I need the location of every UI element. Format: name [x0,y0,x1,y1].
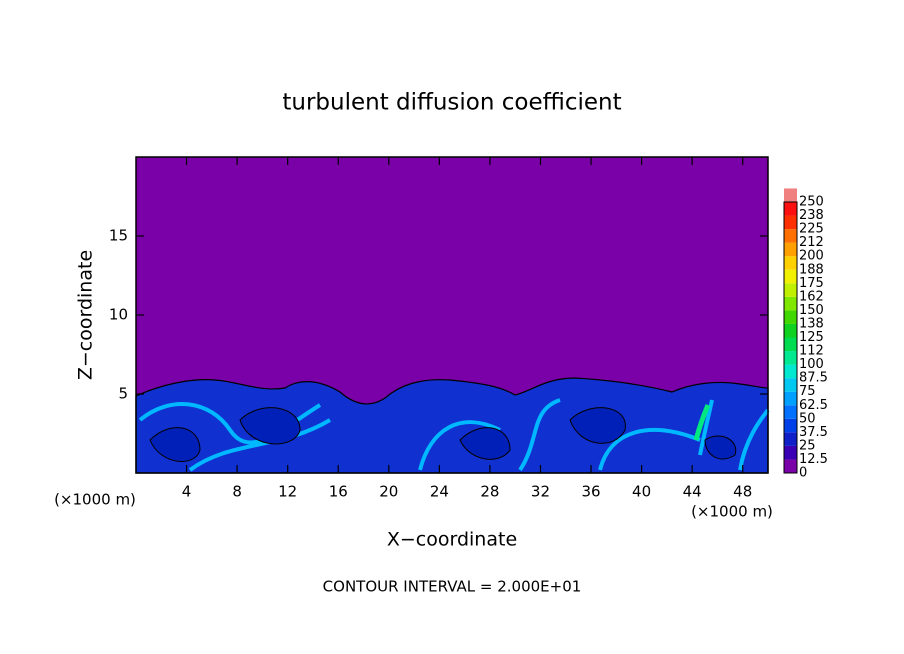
colorbar-label: 175 [799,276,824,291]
colorbar-label: 12.5 [799,452,828,467]
colorbar-label: 87.5 [799,371,828,386]
chart-title: turbulent diffusion coefficient [282,90,621,116]
colorbar-band [784,215,797,230]
colorbar-band [784,256,797,270]
colorbar-label: 100 [799,357,824,372]
x-tick-label: 4 [182,483,192,501]
colorbar-band [784,269,797,284]
colorbar-band [784,418,797,433]
colorbar-frame [783,201,798,474]
colorbar-band [784,432,797,446]
x-tick-label: 8 [232,483,242,501]
contour-field [135,157,770,474]
x-unit-label: (×1000 m) [691,503,773,521]
colorbar-label: 50 [799,411,816,426]
x-unit-label: (×1000 m) [54,491,136,509]
colorbar-label: 250 [799,195,824,210]
colorbar-label: 37.5 [799,425,828,440]
x-tick-label: 24 [430,483,449,501]
colorbar-band [784,391,797,406]
colorbar-band [784,378,797,392]
x-axis-label: X−coordinate [387,529,517,551]
x-tick-label: 28 [480,483,499,501]
footnote: CONTOUR INTERVAL = 2.000E+01 [323,578,582,596]
y-axis-label: Z−coordinate [75,250,97,380]
y-tick-label: 5 [118,385,128,403]
x-tick-label: 48 [733,483,752,501]
colorbar-label: 200 [799,249,824,264]
colorbar-band [784,364,797,379]
colorbar-band [784,337,797,352]
colorbar-label: 162 [799,289,824,304]
x-tick-label: 44 [683,483,702,501]
colorbar-band [784,229,797,243]
colorbar-band [784,459,797,473]
y-tick-label: 15 [109,227,128,245]
x-tick-label: 32 [531,483,550,501]
colorbar-label: 138 [799,316,824,331]
contour-blob [149,407,737,462]
colorbar-band [784,296,797,311]
colorbar-label: 125 [799,330,824,345]
colorbar-label: 238 [799,208,824,223]
colorbar-label: 0 [799,466,807,481]
x-tick-label: 36 [581,483,600,501]
colorbar-label: 225 [799,222,824,237]
colorbar-band [784,405,797,419]
contour-streak [693,404,711,441]
x-tick-label: 40 [632,483,651,501]
colorbar-band [784,283,797,297]
colorbar-label: 75 [799,384,816,399]
colorbar-label: 188 [799,262,824,277]
colorbar-band [784,351,797,365]
colorbar-band [784,242,797,257]
x-tick-label: 16 [329,483,348,501]
x-tick-label: 12 [278,483,297,501]
colorbar-label: 212 [799,235,824,250]
contour-streak [138,398,770,472]
y-tick-label: 10 [109,306,128,324]
x-tick-label: 20 [379,483,398,501]
colorbar-band [784,445,797,460]
colorbar-band [784,202,797,216]
colorbar-band [784,188,797,202]
colorbar-band [784,323,797,338]
colorbar-band [784,310,797,324]
colorbar-label: 112 [799,344,824,359]
colorbar-label: 150 [799,303,824,318]
colorbar-label: 25 [799,438,816,453]
colorbar-label: 62.5 [799,398,828,413]
